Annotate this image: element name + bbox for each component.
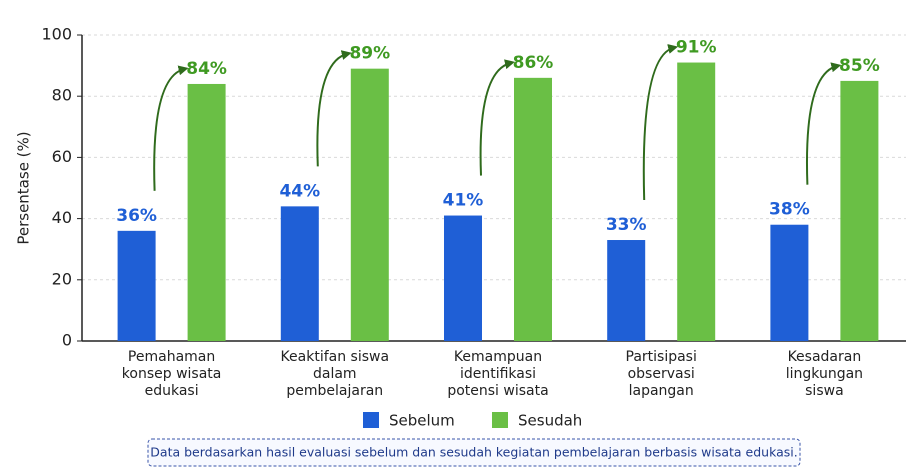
x-tick-label: edukasi <box>145 383 199 399</box>
y-tick-label: 0 <box>62 331 72 350</box>
x-tick-label: siswa <box>805 383 844 399</box>
x-tick-label: identifikasi <box>460 366 536 382</box>
legend-label: Sesudah <box>518 412 582 430</box>
x-tick-label: Kesadaran <box>788 349 862 365</box>
bar <box>117 230 156 341</box>
value-label: 41% <box>443 191 484 211</box>
value-label: 44% <box>279 181 320 201</box>
bar <box>840 80 879 342</box>
trend-arrow <box>805 62 842 185</box>
value-label: 33% <box>606 215 647 235</box>
value-label: 84% <box>186 59 227 79</box>
legend-swatch <box>492 412 508 428</box>
trend-arrow <box>479 59 515 176</box>
legend-label: Sebelum <box>389 412 455 430</box>
y-tick-label: 80 <box>52 86 72 105</box>
y-axis-label: Persentase (%) <box>15 131 33 244</box>
trend-arrow <box>642 44 679 201</box>
bar <box>350 68 389 341</box>
note: Data berdasarkan hasil evaluasi sebelum … <box>150 445 797 460</box>
x-tick-label: lingkungan <box>786 366 863 382</box>
value-label: 85% <box>839 56 880 76</box>
x-tick-label: Keaktifan siswa <box>281 349 390 365</box>
y-tick-label: 100 <box>41 25 72 44</box>
bar <box>444 215 482 341</box>
note-box <box>147 438 801 467</box>
x-tick-label: Pemahaman <box>128 349 215 365</box>
value-label: 38% <box>769 200 810 220</box>
x-tick-label: potensi wisata <box>447 383 548 399</box>
x-tick-label: pembelajaran <box>286 383 383 399</box>
bar <box>607 240 646 341</box>
bar <box>280 206 319 341</box>
trend-arrow <box>316 50 352 167</box>
x-tick-label: Partisipasi <box>626 349 697 365</box>
bar <box>514 77 552 341</box>
x-tick-label: konsep wisata <box>122 366 222 382</box>
value-label: 36% <box>116 206 157 226</box>
x-tick-label: dalam <box>313 366 357 382</box>
bar <box>770 224 809 341</box>
x-tick-label: observasi <box>628 366 695 382</box>
bar <box>677 62 716 341</box>
y-tick-label: 40 <box>52 208 72 227</box>
value-label: 91% <box>676 38 717 58</box>
bar <box>187 83 226 342</box>
y-tick-label: 20 <box>52 269 72 288</box>
x-tick-label: lapangan <box>629 383 694 399</box>
trend-arrow <box>153 65 189 191</box>
value-label: 86% <box>513 53 554 73</box>
value-label: 89% <box>349 44 390 64</box>
y-tick-label: 60 <box>52 147 72 166</box>
legend-swatch <box>363 412 379 428</box>
x-tick-label: Kemampuan <box>454 349 542 365</box>
